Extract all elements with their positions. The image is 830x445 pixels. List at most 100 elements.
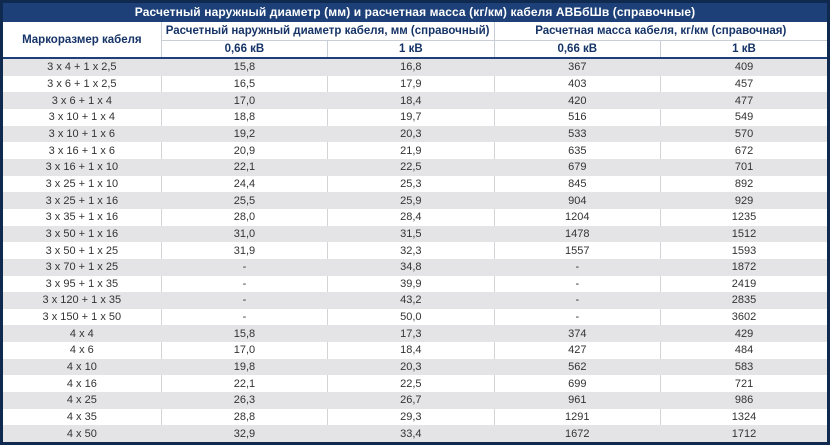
group-header-row: Маркоразмер кабеля Расчетный наружный ди…	[3, 22, 827, 59]
cell-diameter-1kv: 50,0	[327, 308, 495, 326]
table-row: 3 x 6 + 1 x 2,5 16,5 17,9 403 457	[3, 75, 827, 93]
cell-mass-1kv: 1712	[731, 427, 757, 440]
table-row: 4 x 50 32,9 33,4 1672 1712	[3, 425, 827, 442]
cell-marka: 4 x 16	[3, 375, 162, 392]
cell-diameter-1kv: 25,9	[327, 192, 495, 209]
cell-diameter-1kv: 39,9	[327, 275, 495, 293]
cell-marka: 3 x 95 + 1 x 35	[3, 275, 162, 293]
column-header-mass-1kv: 1 кВ	[660, 40, 827, 59]
cell-diameter-066kv: 17,0	[161, 342, 329, 359]
table-row: 4 x 25 26,3 26,7 961 986	[3, 392, 827, 409]
cell-mass-1kv: 549	[734, 111, 754, 124]
cell-mass-1kv: 672	[734, 144, 754, 157]
cell-diameter-066kv: -	[161, 308, 329, 326]
table-row: 3 x 70 + 1 x 25-34,8-1872	[3, 258, 827, 276]
cell-diameter-066kv: 28,0	[161, 208, 329, 226]
table-row: 4 x 16 22,1 22,5 699 721	[3, 375, 827, 392]
cell-diameter-1kv: 34,8	[327, 258, 495, 276]
cell-marka: 3 x 50 + 1 x 16	[3, 225, 162, 243]
cell-diameter-066kv: 32,9	[161, 425, 329, 442]
cell-marka: 4 x 4	[3, 325, 162, 343]
cell-diameter-1kv: 43,2	[327, 292, 495, 309]
cell-mass-1kv: 721	[734, 377, 754, 390]
table-row: 4 x 35 28,8 29,3 1291 1324	[3, 408, 827, 426]
cell-mass-066kv: 635	[494, 142, 662, 160]
cell-mass-1kv: 2419	[731, 277, 757, 290]
cell-diameter-1kv: 21,9	[327, 142, 495, 160]
column-group-mass: Расчетная масса кабеля, кг/км (справочна…	[494, 22, 827, 41]
cell-marka: 3 x 70 + 1 x 25	[3, 258, 162, 276]
cell-marka: 3 x 25 + 1 x 10	[3, 175, 162, 193]
cell-diameter-066kv: -	[161, 258, 329, 276]
table-row: 3 x 50 + 1 x 16 31,0 31,5 1478 1512	[3, 225, 827, 243]
cell-marka: 4 x 10	[3, 358, 162, 376]
cell-mass-066kv: 374	[494, 325, 662, 343]
cell-diameter-1kv: 28,4	[327, 208, 495, 226]
table-body: 3 x 4 + 1 x 2,5 15,8 16,8 367 409 3 x 6 + 1 x…	[3, 58, 827, 442]
cell-mass-1kv: 929	[734, 194, 754, 207]
cell-mass-1kv: 457	[734, 78, 754, 91]
table-row: 4 x 4 15,8 17,3 374 429	[3, 325, 827, 343]
table-row: 3 x 4 + 1 x 2,5 15,8 16,8 367 409	[3, 58, 827, 76]
cell-diameter-066kv: 22,1	[161, 159, 329, 176]
cell-mass-1kv: 1872	[731, 261, 757, 274]
cell-mass-066kv: 533	[494, 125, 662, 143]
cell-marka: 3 x 35 + 1 x 16	[3, 208, 162, 226]
cell-diameter-1kv: 29,3	[327, 408, 495, 426]
cell-diameter-066kv: 19,8	[161, 358, 329, 376]
cell-marka: 4 x 35	[3, 408, 162, 426]
cell-diameter-066kv: 19,2	[161, 125, 329, 143]
cell-mass-066kv: 562	[494, 358, 662, 376]
cell-mass-066kv: 699	[494, 375, 662, 392]
table-row: 3 x 16 + 1 x 10 22,1 22,5 679 701	[3, 159, 827, 176]
cell-diameter-066kv: -	[161, 275, 329, 293]
table-title: Расчетный наружный диаметр (мм) и расчет…	[3, 3, 827, 22]
cell-mass-066kv: 845	[494, 175, 662, 193]
cell-marka: 4 x 6	[3, 342, 162, 359]
cell-mass-1kv: 583	[734, 361, 754, 374]
table-row: 3 x 10 + 1 x 4 18,8 19,7 516 549	[3, 109, 827, 126]
cell-marka: 3 x 150 + 1 x 50	[3, 308, 162, 326]
cell-diameter-1kv: 25,3	[327, 175, 495, 193]
cell-marka: 3 x 25 + 1 x 16	[3, 192, 162, 209]
cell-diameter-1kv: 18,4	[327, 92, 495, 110]
cell-mass-1kv: 986	[734, 394, 754, 407]
cell-mass-1kv: 892	[734, 177, 754, 190]
cell-mass-1kv: 3602	[731, 311, 757, 324]
cell-diameter-066kv: 17,0	[161, 92, 329, 110]
cell-mass-066kv: 403	[494, 75, 662, 93]
cell-mass-1kv: 1512	[731, 227, 757, 240]
cell-mass-066kv: 1557	[494, 242, 662, 259]
cell-diameter-1kv: 22,5	[327, 375, 495, 392]
cell-diameter-066kv: 28,8	[161, 408, 329, 426]
cell-marka: 3 x 6 + 1 x 4	[3, 92, 162, 110]
table-row: 4 x 10 19,8 20,3 562 583	[3, 358, 827, 376]
cell-mass-1kv: 477	[734, 94, 754, 107]
cell-diameter-1kv: 18,4	[327, 342, 495, 359]
cell-mass-066kv: -	[494, 275, 662, 293]
sub-header-row: 0,66 кВ 1 кВ 0,66 кВ 1 кВ	[3, 40, 827, 59]
cell-mass-1kv: 1324	[731, 410, 757, 423]
table-row: 4 x 6 17,0 18,4 427 484	[3, 342, 827, 359]
table-row: 3 x 50 + 1 x 25 31,9 32,3 1557 1593	[3, 242, 827, 259]
cell-diameter-066kv: 15,8	[161, 58, 329, 76]
cell-diameter-1kv: 22,5	[327, 159, 495, 176]
cell-mass-066kv: 516	[494, 109, 662, 126]
cell-diameter-1kv: 17,9	[327, 75, 495, 93]
cell-marka: 3 x 50 + 1 x 25	[3, 242, 162, 259]
table-row: 3 x 120 + 1 x 35-43,2-2835	[3, 292, 827, 309]
cell-mass-066kv: -	[494, 308, 662, 326]
cell-mass-1kv: 570	[734, 128, 754, 141]
cell-marka: 3 x 120 + 1 x 35	[3, 292, 162, 309]
cell-mass-066kv: 1672	[494, 425, 662, 442]
column-header-marka: Маркоразмер кабеля	[3, 22, 162, 59]
cell-marka: 3 x 16 + 1 x 10	[3, 159, 162, 176]
cell-mass-066kv: 427	[494, 342, 662, 359]
cell-mass-1kv: 701	[734, 161, 754, 174]
table-row: 3 x 150 + 1 x 50-50,0-3602	[3, 308, 827, 326]
cell-diameter-066kv: 26,3	[161, 392, 329, 409]
cell-marka: 3 x 10 + 1 x 4	[3, 109, 162, 126]
cell-diameter-066kv: 16,5	[161, 75, 329, 93]
cell-marka: 3 x 6 + 1 x 2,5	[3, 75, 162, 93]
